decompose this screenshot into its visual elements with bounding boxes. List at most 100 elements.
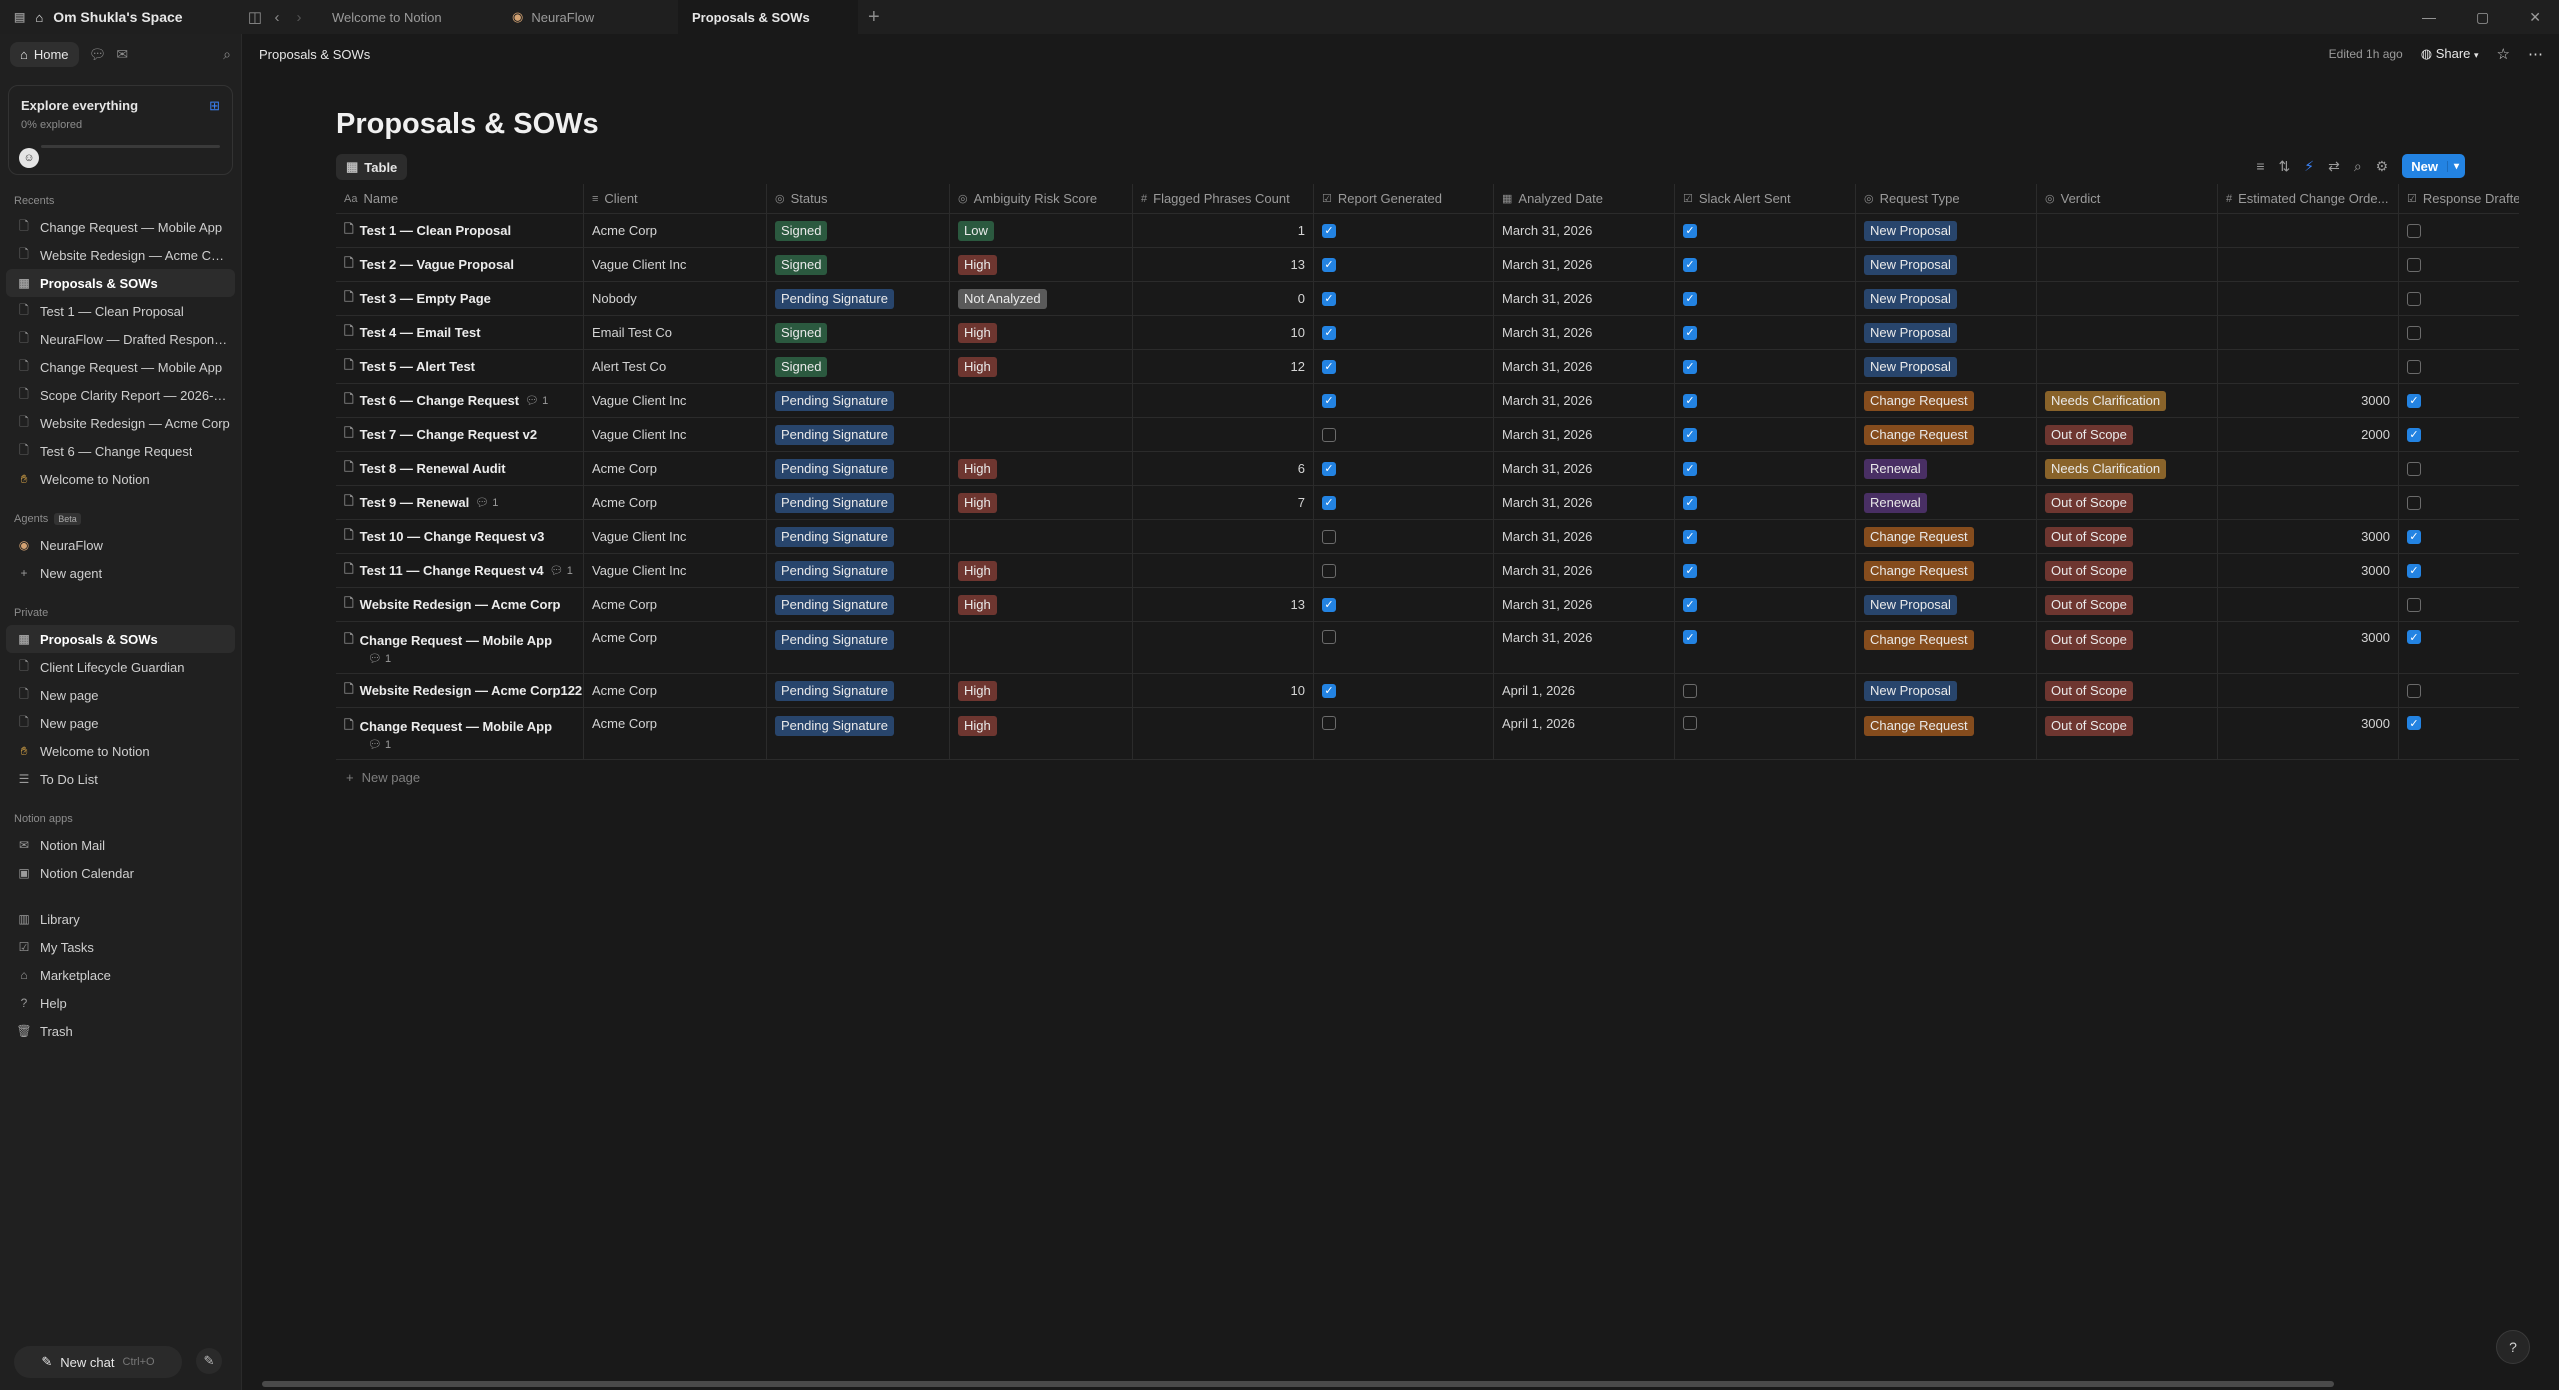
minimize-icon[interactable]: —	[2422, 8, 2437, 25]
notion-ai-help-icon[interactable]: ?	[2496, 1330, 2530, 1364]
cell-flagged[interactable]: 6	[1133, 452, 1314, 485]
comment-count[interactable]: 💬︎ 1	[525, 394, 548, 407]
cell-status[interactable]: Pending Signature	[767, 674, 950, 707]
cell-verdict[interactable]	[2037, 248, 2218, 281]
maximize-icon[interactable]: ▢	[2476, 8, 2490, 25]
cell-drafted[interactable]	[2399, 588, 2519, 621]
report-generated-checkbox[interactable]	[1322, 529, 1336, 544]
cell-risk[interactable]: Not Analyzed	[950, 282, 1133, 315]
slack-alert-checkbox[interactable]: ✓	[1683, 461, 1697, 476]
cell-risk[interactable]: High	[950, 248, 1133, 281]
cell-flagged[interactable]	[1133, 622, 1314, 673]
table-row[interactable]: 🗋︎ Test 3 — Empty Page Nobody Pending Signa…	[336, 282, 2519, 316]
cell-report[interactable]	[1314, 622, 1494, 673]
cell-risk[interactable]: High	[950, 452, 1133, 485]
cell-client[interactable]: Acme Corp	[584, 452, 767, 485]
cell-verdict[interactable]: Out of Scope	[2037, 418, 2218, 451]
cell-rtype[interactable]: New Proposal	[1856, 588, 2037, 621]
cell-est[interactable]	[2218, 588, 2399, 621]
cell-est[interactable]	[2218, 214, 2399, 247]
slack-alert-checkbox[interactable]: ✓	[1683, 291, 1697, 306]
cell-date[interactable]: March 31, 2026	[1494, 282, 1675, 315]
cell-flagged[interactable]	[1133, 418, 1314, 451]
cell-status[interactable]: Pending Signature	[767, 384, 950, 417]
gift-icon[interactable]: ⊞	[209, 98, 220, 113]
recents-item[interactable]: 🗋︎ Website Redesign — Acme Cor...	[0, 241, 241, 269]
cell-drafted[interactable]	[2399, 282, 2519, 315]
cell-risk[interactable]: High	[950, 350, 1133, 383]
recents-item[interactable]: ✋︎ Welcome to Notion	[0, 465, 241, 493]
cell-client[interactable]: Alert Test Co	[584, 350, 767, 383]
horizontal-scrollbar[interactable]	[262, 1381, 2334, 1387]
cell-name[interactable]: 🗋︎ Website Redesign — Acme Corp	[336, 588, 584, 621]
table-row[interactable]: 🗋︎ Website Redesign — Acme Corp Acme Corp P…	[336, 588, 2519, 622]
recents-item[interactable]: 🗋︎ Change Request — Mobile App	[0, 353, 241, 381]
response-drafted-checkbox[interactable]	[2407, 597, 2421, 612]
cell-client[interactable]: Acme Corp	[584, 486, 767, 519]
sort-icon[interactable]: ⇅	[2278, 157, 2291, 174]
comment-count[interactable]: 💬︎ 1	[475, 496, 498, 509]
cell-name[interactable]: 🗋︎ Website Redesign — Acme Corp122	[336, 674, 584, 707]
cell-status[interactable]: Signed	[767, 248, 950, 281]
comment-count[interactable]: 💬︎ 1	[344, 652, 391, 665]
cell-status[interactable]: Signed	[767, 316, 950, 349]
cell-flagged[interactable]: 13	[1133, 588, 1314, 621]
cell-report[interactable]: ✓	[1314, 248, 1494, 281]
cell-report[interactable]: ✓	[1314, 452, 1494, 485]
slack-alert-checkbox[interactable]: ✓	[1683, 359, 1697, 374]
cell-report[interactable]: ✓	[1314, 486, 1494, 519]
cell-date[interactable]: March 31, 2026	[1494, 384, 1675, 417]
home-button[interactable]: ⌂ Home	[10, 42, 79, 67]
slack-alert-checkbox[interactable]: ✓	[1683, 325, 1697, 340]
table-row[interactable]: 🗋︎ Test 2 — Vague Proposal Vague Client In…	[336, 248, 2519, 282]
cell-est[interactable]: 3000	[2218, 708, 2399, 759]
cell-report[interactable]	[1314, 554, 1494, 587]
cell-est[interactable]	[2218, 452, 2399, 485]
cell-drafted[interactable]	[2399, 214, 2519, 247]
cell-status[interactable]: Pending Signature	[767, 282, 950, 315]
cell-flagged[interactable]: 7	[1133, 486, 1314, 519]
cell-client[interactable]: Acme Corp	[584, 214, 767, 247]
report-generated-checkbox[interactable]: ✓	[1322, 223, 1336, 238]
report-generated-checkbox[interactable]	[1322, 563, 1336, 578]
report-generated-checkbox[interactable]: ✓	[1322, 393, 1336, 408]
close-icon[interactable]: ✕	[2529, 8, 2541, 25]
cell-verdict[interactable]: Out of Scope	[2037, 588, 2218, 621]
cell-flagged[interactable]: 12	[1133, 350, 1314, 383]
cell-slack[interactable]: ✓	[1675, 452, 1856, 485]
bottom-item[interactable]: ? Help	[0, 989, 241, 1017]
automation-icon[interactable]: ⚡︎	[2304, 157, 2315, 174]
bottom-item[interactable]: ▥ Library	[0, 905, 241, 933]
slack-alert-checkbox[interactable]: ✓	[1683, 427, 1697, 442]
private-item[interactable]: 🗋︎ Client Lifecycle Guardian	[0, 653, 241, 681]
private-item[interactable]: ▦ Proposals & SOWs	[6, 625, 235, 653]
response-drafted-checkbox[interactable]	[2407, 291, 2421, 306]
cell-name[interactable]: 🗋︎ Test 8 — Renewal Audit	[336, 452, 584, 485]
response-drafted-checkbox[interactable]	[2407, 325, 2421, 340]
cell-risk[interactable]: High	[950, 554, 1133, 587]
tab-welcome[interactable]: Welcome to Notion	[318, 0, 498, 34]
cell-flagged[interactable]: 0	[1133, 282, 1314, 315]
cell-est[interactable]	[2218, 316, 2399, 349]
cell-date[interactable]: March 31, 2026	[1494, 452, 1675, 485]
cell-verdict[interactable]: Out of Scope	[2037, 674, 2218, 707]
response-drafted-checkbox[interactable]	[2407, 359, 2421, 374]
cell-est[interactable]: 3000	[2218, 384, 2399, 417]
cell-client[interactable]: Vague Client Inc	[584, 554, 767, 587]
sidebar-toggle-icon[interactable]: ◫	[247, 9, 263, 26]
cell-rtype[interactable]: Renewal	[1856, 452, 2037, 485]
response-drafted-checkbox[interactable]	[2407, 461, 2421, 476]
cell-status[interactable]: Pending Signature	[767, 418, 950, 451]
table-row[interactable]: 🗋︎ Website Redesign — Acme Corp122 Acme Co…	[336, 674, 2519, 708]
comment-count[interactable]: 💬︎ 1	[550, 564, 573, 577]
bottom-item[interactable]: ⌂ Marketplace	[0, 961, 241, 989]
cell-verdict[interactable]	[2037, 282, 2218, 315]
slack-alert-checkbox[interactable]: ✓	[1683, 393, 1697, 408]
cell-drafted[interactable]	[2399, 316, 2519, 349]
column-header-verdict[interactable]: ◎ Verdict	[2037, 184, 2218, 213]
cell-slack[interactable]: ✓	[1675, 588, 1856, 621]
workspace-switcher[interactable]: ▤ ⌂ Om Shukla's Space	[0, 0, 244, 34]
cell-report[interactable]: ✓	[1314, 674, 1494, 707]
cell-risk[interactable]: High	[950, 316, 1133, 349]
search-icon[interactable]: ⌕	[223, 46, 231, 62]
